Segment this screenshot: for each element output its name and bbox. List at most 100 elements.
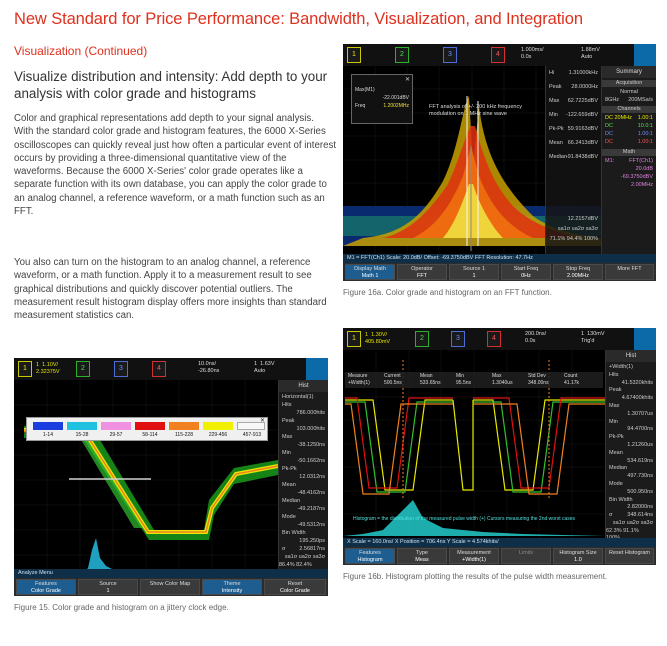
softkey-limits[interactable]: Limits [501, 548, 551, 564]
sidebar-title[interactable]: Hist [279, 380, 328, 392]
channel-3-chip[interactable]: 3 [451, 331, 465, 347]
sidebar-row: Normal [620, 89, 638, 95]
channel-4-chip[interactable]: 4 [491, 47, 505, 63]
sidebar-row: Channels [602, 106, 656, 113]
channel-4-chip[interactable]: 4 [152, 361, 166, 377]
sidebar-row-value: -50.1662ns [297, 458, 325, 464]
channel-2-chip[interactable]: 2 [395, 47, 409, 63]
sidebar-row-label: Bin Width [282, 530, 306, 536]
sidebar-row-value: 41.5320khits [621, 379, 653, 386]
sidebar-row-value: 500.950ns [627, 488, 653, 495]
timebase-readout: 200.0ns/ 0.0s [525, 331, 547, 344]
measurement-cell: Mean [420, 373, 433, 379]
sidebar-row-label: Horizontal(1) [282, 394, 314, 400]
figure-15-scope-screen: 1 1 1.10V/ 2.32375V 2 3 4 10.0ns/ -26.80… [14, 358, 328, 596]
sidebar-title[interactable]: Summary [602, 66, 656, 78]
sidebar-row-label: σ [609, 512, 613, 519]
legend-swatch [135, 422, 165, 430]
scope-topbar: 1 1 1.10V/ 2.32375V 2 3 4 10.0ns/ -26.80… [14, 358, 328, 380]
timebase-readout: 1.000ms/ 0.0s [521, 47, 544, 60]
legend-label: 15-28 [75, 432, 89, 438]
sidebar-row-value: 497.730ns [627, 473, 653, 480]
sidebar-row-value: 62.3% 91.1% 100% [606, 527, 639, 541]
section-heading: Visualize distribution and intensity: Ad… [14, 69, 328, 101]
popup-freq-value: 1.2002MHz [383, 103, 409, 109]
measurement-cell: +Width(1) [348, 380, 370, 386]
figure-16a-scope-screen: 1 2 3 4 1.000ms/ 0.0s 1.88mV Auto [343, 44, 656, 281]
sidebar-row-label: Mean [282, 482, 296, 488]
channel-3-chip[interactable]: 3 [443, 47, 457, 63]
sidebar-row-label: Median [609, 465, 628, 472]
channel-1-chip[interactable]: 1 [18, 361, 32, 377]
page-title: New Standard for Price Performance: Band… [14, 10, 583, 28]
softkey-display-math[interactable]: Display Math Math 1 [345, 264, 395, 280]
legend-label: 115-228 [175, 432, 193, 438]
sidebar-row-label: Hits [282, 402, 292, 408]
legend-label: 29-57 [109, 432, 123, 438]
trigger-readout: 1 130mV Trig'd [581, 331, 605, 344]
close-icon[interactable]: ✕ [259, 418, 265, 424]
jittery-clock-plot [14, 380, 279, 578]
sidebar-title[interactable]: Hist [606, 350, 656, 362]
figure-16b-scope-screen: 1 1 1.30V/ 405.80mV 2 3 4 200.0ns/ 0.0s … [343, 328, 656, 565]
channel-4-chip[interactable]: 4 [487, 331, 501, 347]
pulse-plot-area: Measure Current Mean Min Max Std Dev Count +Wi… [343, 350, 605, 538]
channel-1-chip[interactable]: 1 [347, 47, 361, 63]
softkey-measurement[interactable]: Measurement +Width(1) [449, 548, 499, 564]
close-icon[interactable]: ✕ [404, 77, 410, 83]
sidebar-row-label: σ [282, 546, 286, 552]
measurement-cell: Min [456, 373, 465, 379]
sidebar-row-value: 2.56817ns [299, 546, 325, 552]
softkey-features[interactable]: Features Color Grade [16, 579, 76, 595]
sidebar-row-value: 1.30707us [627, 410, 653, 417]
sidebar-row: Acquisition [602, 80, 656, 87]
softkey-reset[interactable]: Reset Color Grade [264, 579, 326, 595]
trigger-readout: 1 1.63V Auto [254, 361, 275, 374]
softkey-source[interactable]: Source 1 [78, 579, 138, 595]
softkey-show-color-map[interactable]: Show Color Map [140, 579, 200, 595]
softkey-type[interactable]: Type Meas [397, 548, 447, 564]
keysight-logo-icon [634, 328, 656, 350]
sidebar-row-label: +Width(1) [609, 364, 633, 370]
section-title: Visualization (Continued) [14, 44, 148, 58]
measurement-cell: 1.3040us [492, 380, 513, 386]
legend-swatch [203, 422, 233, 430]
sidebar-row-value: 195.250ps [299, 538, 325, 544]
softkey-theme[interactable]: Theme Intensity [202, 579, 262, 595]
sidebar-row-value: 2.82000ns [627, 504, 653, 511]
measurement-table: Measure Current Mean Min Max Std Dev Count +Wi… [345, 372, 603, 388]
fft-color-grade-plot [343, 66, 601, 254]
color-grade-plot-area: ✕ 1-14 15-28 29-57 58-114 115-228 229-45… [14, 380, 279, 578]
legend-label: 1-14 [42, 432, 53, 438]
channel-2-chip[interactable]: 2 [76, 361, 90, 377]
softkey-start-freq[interactable]: Start Freq 0Hz [501, 264, 551, 280]
sidebar-row-value: 94.4700ns [627, 426, 653, 433]
sidebar-row-value: 12.0312ns [299, 474, 325, 480]
softkey-reset-histogram[interactable]: Reset Histogram [605, 548, 654, 564]
softkey-more-fft[interactable]: More FFT [605, 264, 654, 280]
measurement-cell: Std Dev [528, 373, 546, 379]
channel-1-chip[interactable]: 1 [347, 331, 361, 347]
histogram-sidebar: Hist +Width(1) Hits 41.5320khits Peak 4.6740… [605, 350, 656, 541]
softkey-bar: Features Color Grade Source 1 Show Color M… [14, 578, 328, 596]
softkey-operator[interactable]: Operator FFT [397, 264, 447, 280]
softkey-features[interactable]: Features Histogram [345, 548, 395, 564]
sidebar-row-label: Hits [609, 371, 619, 378]
softkey-bar: Features Histogram Type Meas Measurement +W… [343, 547, 656, 565]
channel-2-chip[interactable]: 2 [415, 331, 429, 347]
channel-3-chip[interactable]: 3 [114, 361, 128, 377]
status-bar: Analyze Menu [14, 569, 328, 578]
keysight-logo-icon [306, 358, 328, 380]
softkey-histogram-size[interactable]: Histogram Size 1.0 [553, 548, 603, 564]
sidebar-row-value: sa1σ ua2σ sa3σ [612, 520, 653, 526]
softkey-stop-freq[interactable]: Stop Freq 2.00MHz [553, 264, 603, 280]
legend-label: 229-456 [208, 432, 228, 438]
legend-label: 457-913 [242, 432, 262, 438]
popup-freq-label: Freq [355, 103, 366, 109]
keysight-logo-icon [634, 44, 656, 66]
scope-topbar: 1 1 1.30V/ 405.80mV 2 3 4 200.0ns/ 0.0s … [343, 328, 656, 350]
popup-max-value: -22.001dBV [382, 95, 409, 101]
sidebar-row-value: 4.67400khits [621, 395, 653, 402]
max-popup[interactable]: ✕ Max(M1) -22.001dBV Freq 1.2002MHz [351, 74, 413, 124]
